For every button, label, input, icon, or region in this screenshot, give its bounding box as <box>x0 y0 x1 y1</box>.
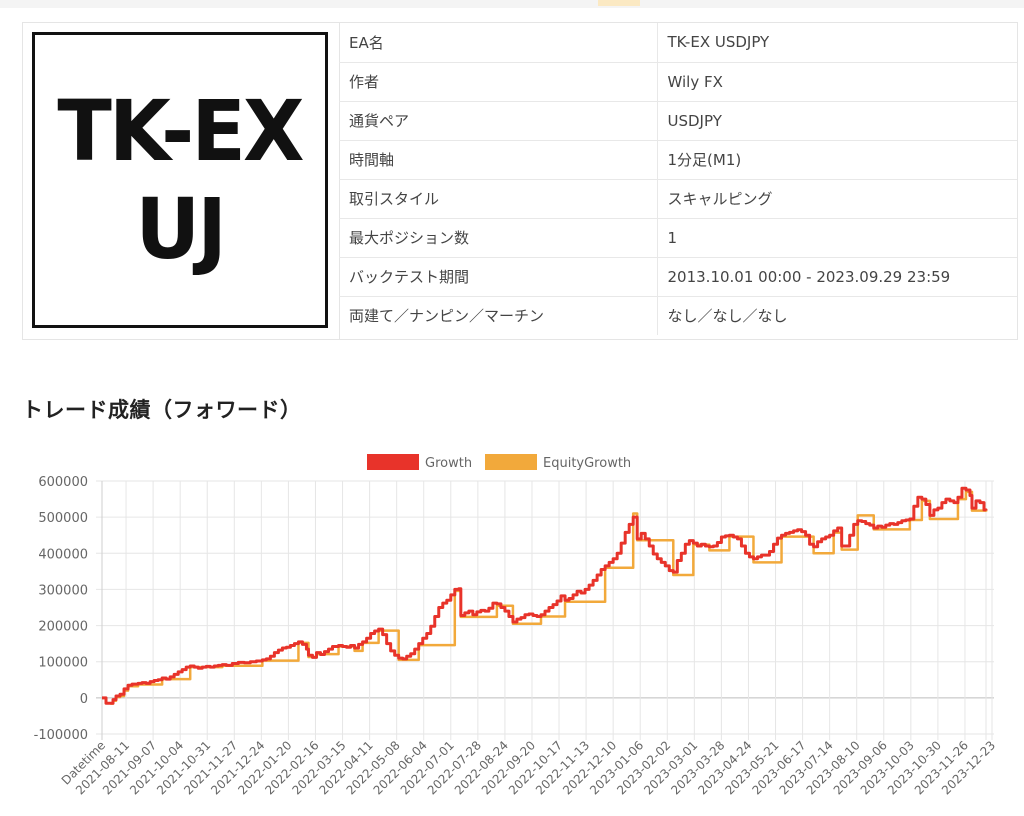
ea-spec-table: EA名 TK-EX USDJPY 作者 Wily FX 通貨ペア USDJPY 時間軸… <box>339 23 1017 335</box>
row-value: 1 <box>657 218 1017 258</box>
y-tick-label: 300000 <box>38 583 88 598</box>
row-value: TK-EX USDJPY <box>657 23 1017 63</box>
row-value: なし／なし／なし <box>667 307 788 326</box>
ea-logo: TK-EX UJ <box>32 32 328 328</box>
growth-line-chart: 600000 500000 400000 300000 200000 100000 0 -10… <box>34 454 998 797</box>
table-row: 最大ポジション数 1 <box>339 218 1017 258</box>
y-tick-label: 100000 <box>38 656 88 671</box>
row-value: スキャルピング <box>657 179 1017 219</box>
row-label: 取引スタイル <box>339 179 658 219</box>
y-tick-label: 600000 <box>38 475 88 490</box>
top-strip <box>0 0 1024 8</box>
row-value: 1分足(M1) <box>657 140 1017 180</box>
ea-info-panel: TK-EX UJ EA名 TK-EX USDJPY 作者 Wily FX 通貨ペア U… <box>22 22 1018 340</box>
table-row: EA名 TK-EX USDJPY <box>339 23 1017 63</box>
row-label: 最大ポジション数 <box>339 218 658 258</box>
logo-line-2: UJ <box>135 180 228 278</box>
row-label: EA名 <box>339 23 658 63</box>
table-row: 取引スタイル スキャルピング <box>339 179 1017 219</box>
row-label: 通貨ペア <box>339 101 658 141</box>
legend-swatch <box>367 454 419 470</box>
table-row: 作者 Wily FX <box>339 62 1017 102</box>
y-tick-label: -100000 <box>34 728 88 743</box>
growth-series-line <box>102 486 988 705</box>
y-tick-label: 200000 <box>38 620 88 635</box>
section-title: トレード成績（フォワード） <box>22 398 302 422</box>
y-tick-label: 0 <box>80 692 88 707</box>
row-label: 両建て／ナンピン／マーチン <box>339 296 658 335</box>
row-value: 2013.10.01 00:00 - 2023.09.29 23:59 <box>657 257 1017 297</box>
table-row: 時間軸 1分足(M1) <box>339 140 1017 180</box>
legend-label: Growth <box>425 456 472 471</box>
y-tick-label: 500000 <box>38 511 88 526</box>
row-label: バックテスト期間 <box>339 257 658 297</box>
logo-cell: TK-EX UJ <box>23 23 340 339</box>
top-accent-tab <box>598 0 640 6</box>
legend-swatch <box>485 454 537 470</box>
table-row: 通貨ペア USDJPY <box>339 101 1017 141</box>
row-value: USDJPY <box>657 101 1017 141</box>
table-row: 両建て／ナンピン／マーチン なし／なし／なし <box>339 296 1017 335</box>
logo-line-1: TK-EX <box>57 82 305 180</box>
legend-label: EquityGrowth <box>543 456 631 471</box>
table-row: バックテスト期間 2013.10.01 00:00 - 2023.09.29 23… <box>339 257 1017 297</box>
row-label: 時間軸 <box>339 140 658 180</box>
row-label: 作者 <box>339 62 658 102</box>
row-value: Wily FX <box>657 62 1017 102</box>
y-tick-label: 400000 <box>38 547 88 562</box>
